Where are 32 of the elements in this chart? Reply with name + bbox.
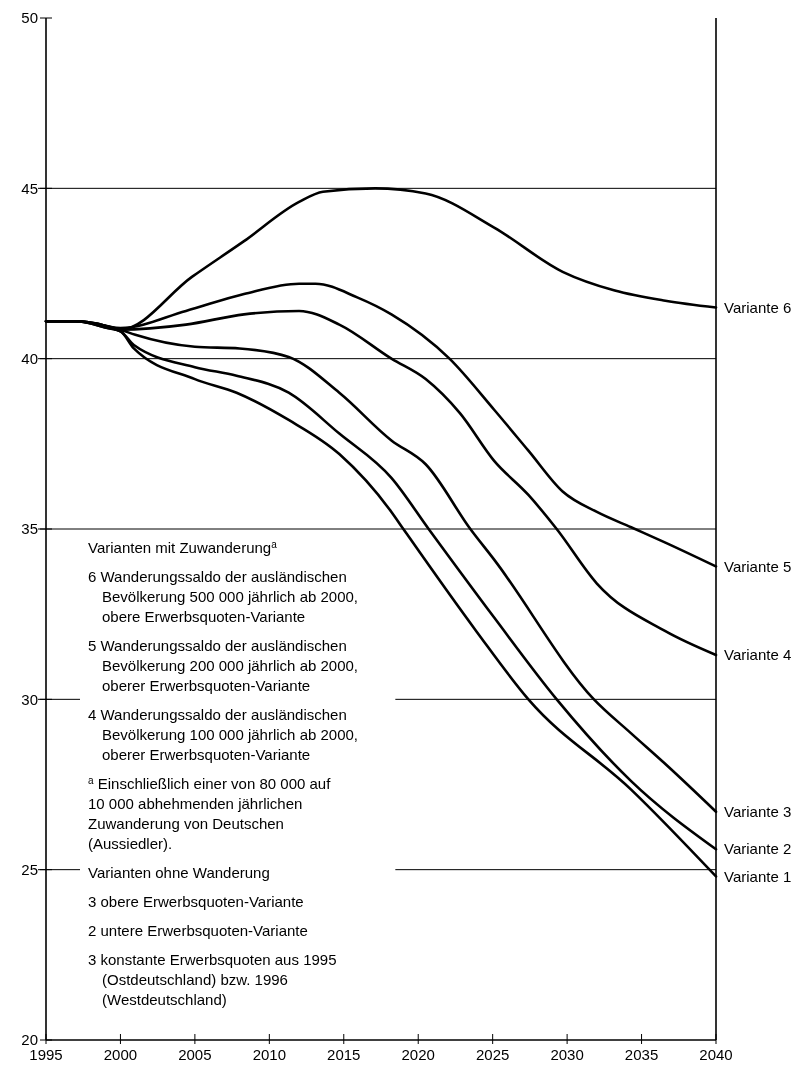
y-tick-label: 30 [21,690,38,708]
y-tick-label: 40 [21,349,38,367]
x-tick-label: 2020 [401,1046,435,1063]
x-tick-label: 2015 [327,1046,361,1063]
annotation: $^{a}$ Einschließlich einer von 80 000 auf 10 000 abhehmenden jährlichen Zuwanderung von Deutschen (Aussiedler). [88,774,332,852]
annotation: 3 obere Erwerbsquoten-Variante [88,892,304,910]
annotation: 2 untere Erwerbsquoten-Variante [88,921,308,939]
x-tick-label: 2035 [624,1046,659,1063]
y-tick-label: 50 [21,9,38,27]
x-tick-label: 1995 [29,1046,63,1063]
x-tick-label: 2010 [252,1046,287,1063]
x-tick-label: 2040 [699,1046,733,1063]
y-tick-label: 35 [21,520,38,538]
annotation: 3 konstante Erwerbsquoten aus 1995 (Ostdeutschland) bzw. 1996 (Westdeutschland) [88,950,337,1008]
x-tick-label: 2025 [475,1046,510,1063]
annotation: Varianten mit Zuwanderung$^{a}$ [88,538,278,556]
annotation: 5 Wanderungssaldo der ausländischen Bevölkerung 200 000 jährlich ab 2000, oberer Erwerbsquoten-Variante [88,636,359,694]
y-tick-label: 25 [21,860,38,878]
series-label: Variante 6 [724,298,792,316]
annotation: 6 Wanderungssaldo der ausländischen Bevölkerung 500 000 jährlich ab 2000, obere Erwerbsquoten-Variante [88,567,359,625]
series-label: Variante 5 [724,557,792,575]
series-label: Variante 2 [724,840,792,858]
y-tick-label: 45 [21,179,38,197]
annotation: 4 Wanderungssaldo der ausländischen Bevölkerung 100 000 jährlich ab 2000, oberer Erwerbsquoten-Variante [88,705,359,763]
x-tick-label: 2005 [178,1046,212,1063]
series-label: Variante 1 [724,867,792,885]
annotation: Varianten ohne Wanderung [88,863,270,881]
series-label: Variante 4 [724,646,792,664]
series-label: Variante 3 [724,803,792,820]
y-tick-label: 20 [21,1031,38,1049]
x-tick-label: 2000 [103,1046,138,1063]
x-tick-label: 2030 [550,1046,584,1063]
